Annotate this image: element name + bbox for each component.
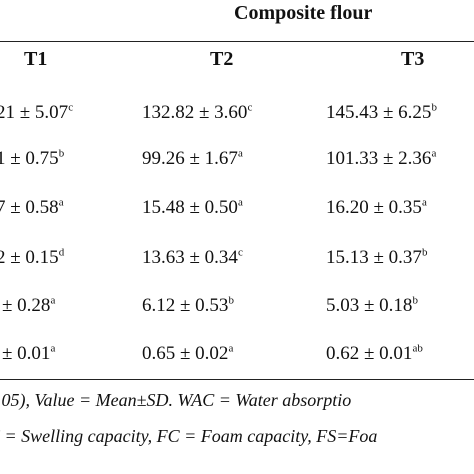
- footnote-line-2: C = Swelling capacity, FC = Foam capacit…: [0, 426, 378, 446]
- table-cell-r3-t3: 16.20 ± 0.35a: [326, 196, 427, 218]
- footnote-line-1: 0.05), Value = Mean±SD. WAC = Water abso…: [0, 390, 352, 410]
- header-rule: [0, 41, 474, 42]
- table-cell-r5-t1: ± 0.28a: [2, 294, 56, 316]
- table-cell-r3-t1: 7 ± 0.58a: [0, 196, 64, 218]
- table-cell-r5-t3: 5.03 ± 0.18b: [326, 294, 418, 316]
- table-cell-r6-t2: 0.65 ± 0.02a: [142, 342, 234, 364]
- table-cell-r1-t2: 132.82 ± 3.60c: [142, 101, 253, 123]
- table-cell-r1-t1: 21 ± 5.07c: [0, 101, 74, 123]
- table-cell-r6-t1: ± 0.01a: [2, 342, 56, 364]
- table-cell-r2-t1: 1 ± 0.75b: [0, 147, 65, 169]
- table-cell-r2-t2: 99.26 ± 1.67a: [142, 147, 243, 169]
- table-cell-r4-t2: 13.63 ± 0.34c: [142, 246, 243, 268]
- table-cell-r1-t3: 145.43 ± 6.25b: [326, 101, 437, 123]
- table-cell-r3-t2: 15.48 ± 0.50a: [142, 196, 243, 218]
- table-cell-r2-t3: 101.33 ± 2.36a: [326, 147, 437, 169]
- table-cell-r4-t3: 15.13 ± 0.37b: [326, 246, 428, 268]
- column-header-t3: T3: [401, 48, 425, 70]
- table-cell-r5-t2: 6.12 ± 0.53b: [142, 294, 234, 316]
- group-title: Composite flour: [234, 2, 373, 24]
- table-bottom-rule: [0, 379, 474, 380]
- column-header-t1: T1: [24, 48, 48, 70]
- column-header-t2: T2: [210, 48, 234, 70]
- table-cell-r6-t3: 0.62 ± 0.01ab: [326, 342, 423, 364]
- table-cell-r4-t1: 2 ± 0.15d: [0, 246, 65, 268]
